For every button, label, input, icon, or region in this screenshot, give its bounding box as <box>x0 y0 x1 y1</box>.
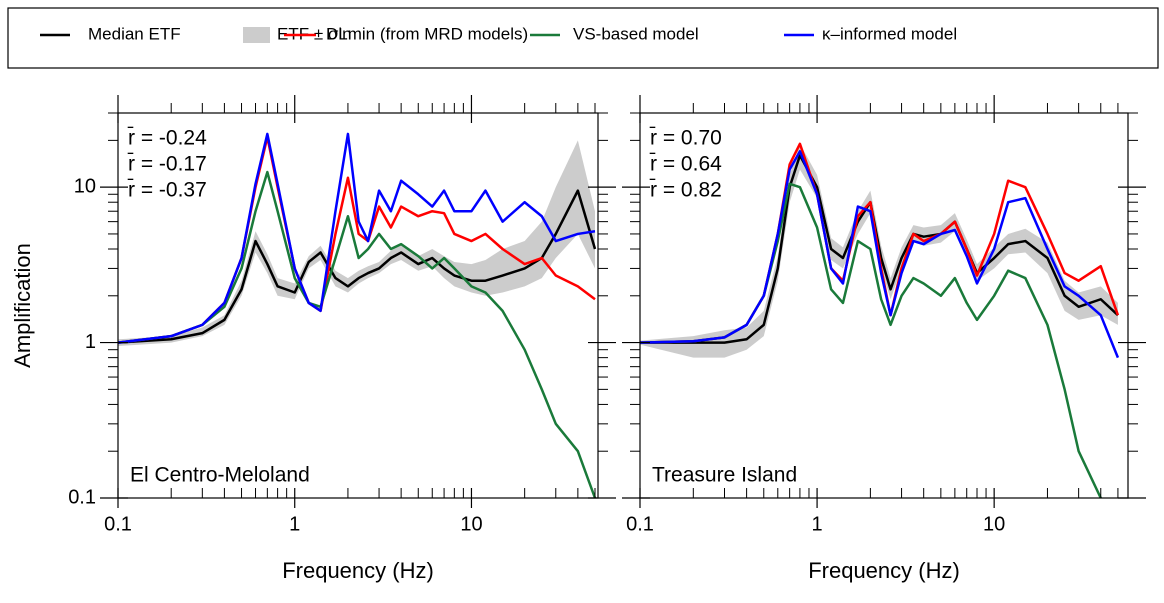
annotation: r̄ = 0.64 <box>649 152 722 176</box>
line <box>118 189 597 344</box>
y-tick-label: 10 <box>74 175 96 197</box>
annotation: r̄ = -0.37 <box>127 178 206 202</box>
legend-swatch <box>243 27 270 43</box>
annotation: r̄ = 0.82 <box>649 178 721 202</box>
x-axis-label: Frequency (Hz) <box>808 558 960 583</box>
line <box>640 150 1120 359</box>
line <box>118 170 597 498</box>
panel-label: Treasure Island <box>652 464 797 487</box>
annotation: r̄ = 0.70 <box>649 126 721 150</box>
x-tick-label: 1 <box>812 513 823 535</box>
line <box>118 132 596 344</box>
line <box>640 182 1103 498</box>
x-axis-label: Frequency (Hz) <box>282 558 434 583</box>
plot-area <box>640 142 1120 498</box>
x-tick-label: 10 <box>460 513 482 535</box>
x-tick-label: 0.1 <box>626 513 654 535</box>
y-tick-label: 1 <box>85 331 96 353</box>
legend-label: DLmin (from MRD models) <box>326 24 528 43</box>
annotation: r̄ = -0.17 <box>127 152 206 176</box>
plot-frame <box>117 112 599 499</box>
legend-box <box>7 7 1159 69</box>
panel-label: El Centro-Meloland <box>130 464 310 487</box>
x-tick-label: 1 <box>289 513 300 535</box>
plot-area <box>118 132 597 498</box>
plot-frame <box>639 112 1129 499</box>
x-tick-label: 0.1 <box>104 513 132 535</box>
legend-label: VS-based model <box>573 24 699 43</box>
line <box>640 154 1119 344</box>
legend-label: κ–informed model <box>822 24 957 43</box>
annotation: r̄ = -0.24 <box>127 126 207 150</box>
legend-label: Median ETF <box>88 24 181 43</box>
y-axis-label: Amplification <box>10 243 35 368</box>
x-tick-label: 10 <box>983 513 1005 535</box>
y-tick-label: 0.1 <box>68 486 96 508</box>
